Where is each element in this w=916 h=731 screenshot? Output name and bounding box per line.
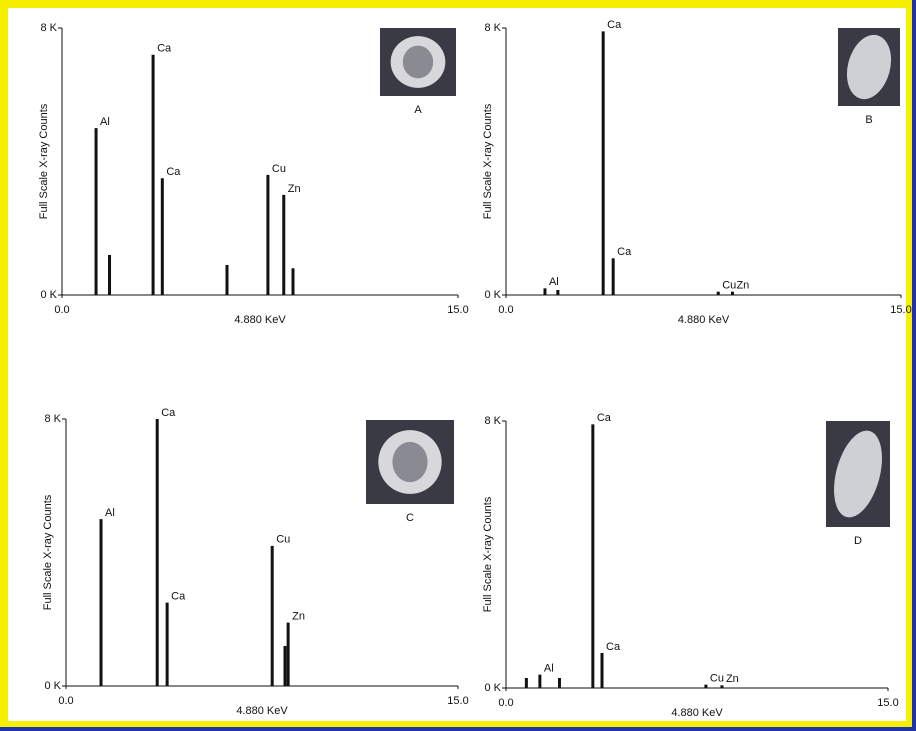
y-tick-label: 8 K [484, 22, 501, 34]
y-tick-label: 0 K [484, 289, 501, 301]
canvas [8, 8, 906, 721]
peak-label: Al [105, 507, 115, 519]
peak-label: Cu [272, 163, 286, 175]
peak-label: Ca [606, 641, 621, 653]
x-tick-label: 0.0 [498, 304, 513, 316]
y-axis-label: Full Scale X-ray Counts [482, 496, 494, 612]
x-tick-label: 15.0 [877, 697, 898, 709]
panel-label: A [414, 104, 422, 116]
x-tick-label: 15.0 [447, 695, 468, 707]
y-tick-label: 0 K [40, 289, 57, 301]
inset-seed [834, 430, 882, 518]
peak-label: Ca [161, 407, 176, 419]
x-tick-label: 15.0 [890, 304, 911, 316]
peak-label: Ca [607, 19, 622, 31]
x-axis-label: 4.880 KeV [671, 707, 723, 719]
peak-label: Al [549, 276, 559, 288]
peak-label: Al [544, 663, 554, 675]
y-tick-label: 8 K [484, 415, 501, 427]
peak-label: Zn [288, 183, 301, 195]
panel-label: D [854, 535, 862, 547]
peak-label: Ca [597, 412, 612, 424]
panel-label: C [406, 512, 414, 524]
x-tick-label: 15.0 [447, 304, 468, 316]
peak-label: Al [100, 116, 110, 128]
peak-label: Ca [166, 166, 181, 178]
x-axis-label: 4.880 KeV [678, 314, 730, 326]
peak-label: Cu [722, 280, 736, 292]
x-tick-label: 0.0 [498, 697, 513, 709]
y-tick-label: 0 K [44, 680, 61, 692]
peak-label: Ca [617, 246, 632, 258]
peak-label: Zn [726, 673, 739, 685]
inset-seed-core [392, 441, 428, 483]
inset-seed [846, 34, 892, 100]
x-tick-label: 0.0 [54, 304, 69, 316]
panel-label: B [865, 114, 872, 126]
peak-label: Zn [736, 280, 749, 292]
y-tick-label: 8 K [44, 413, 61, 425]
x-axis-label: 4.880 KeV [236, 705, 288, 717]
peak-label: Ca [171, 590, 186, 602]
y-axis-label: Full Scale X-ray Counts [38, 103, 50, 219]
y-tick-label: 0 K [484, 682, 501, 694]
peak-label: Cu [710, 673, 724, 685]
y-axis-label: Full Scale X-ray Counts [42, 494, 54, 610]
y-tick-label: 8 K [40, 22, 57, 34]
peak-label: Zn [292, 610, 305, 622]
peak-label: Cu [276, 534, 290, 546]
x-axis-label: 4.880 KeV [234, 314, 286, 326]
peak-label: Ca [157, 43, 172, 55]
y-axis-label: Full Scale X-ray Counts [482, 103, 494, 219]
x-tick-label: 0.0 [58, 695, 73, 707]
inset-seed-core [402, 45, 434, 79]
